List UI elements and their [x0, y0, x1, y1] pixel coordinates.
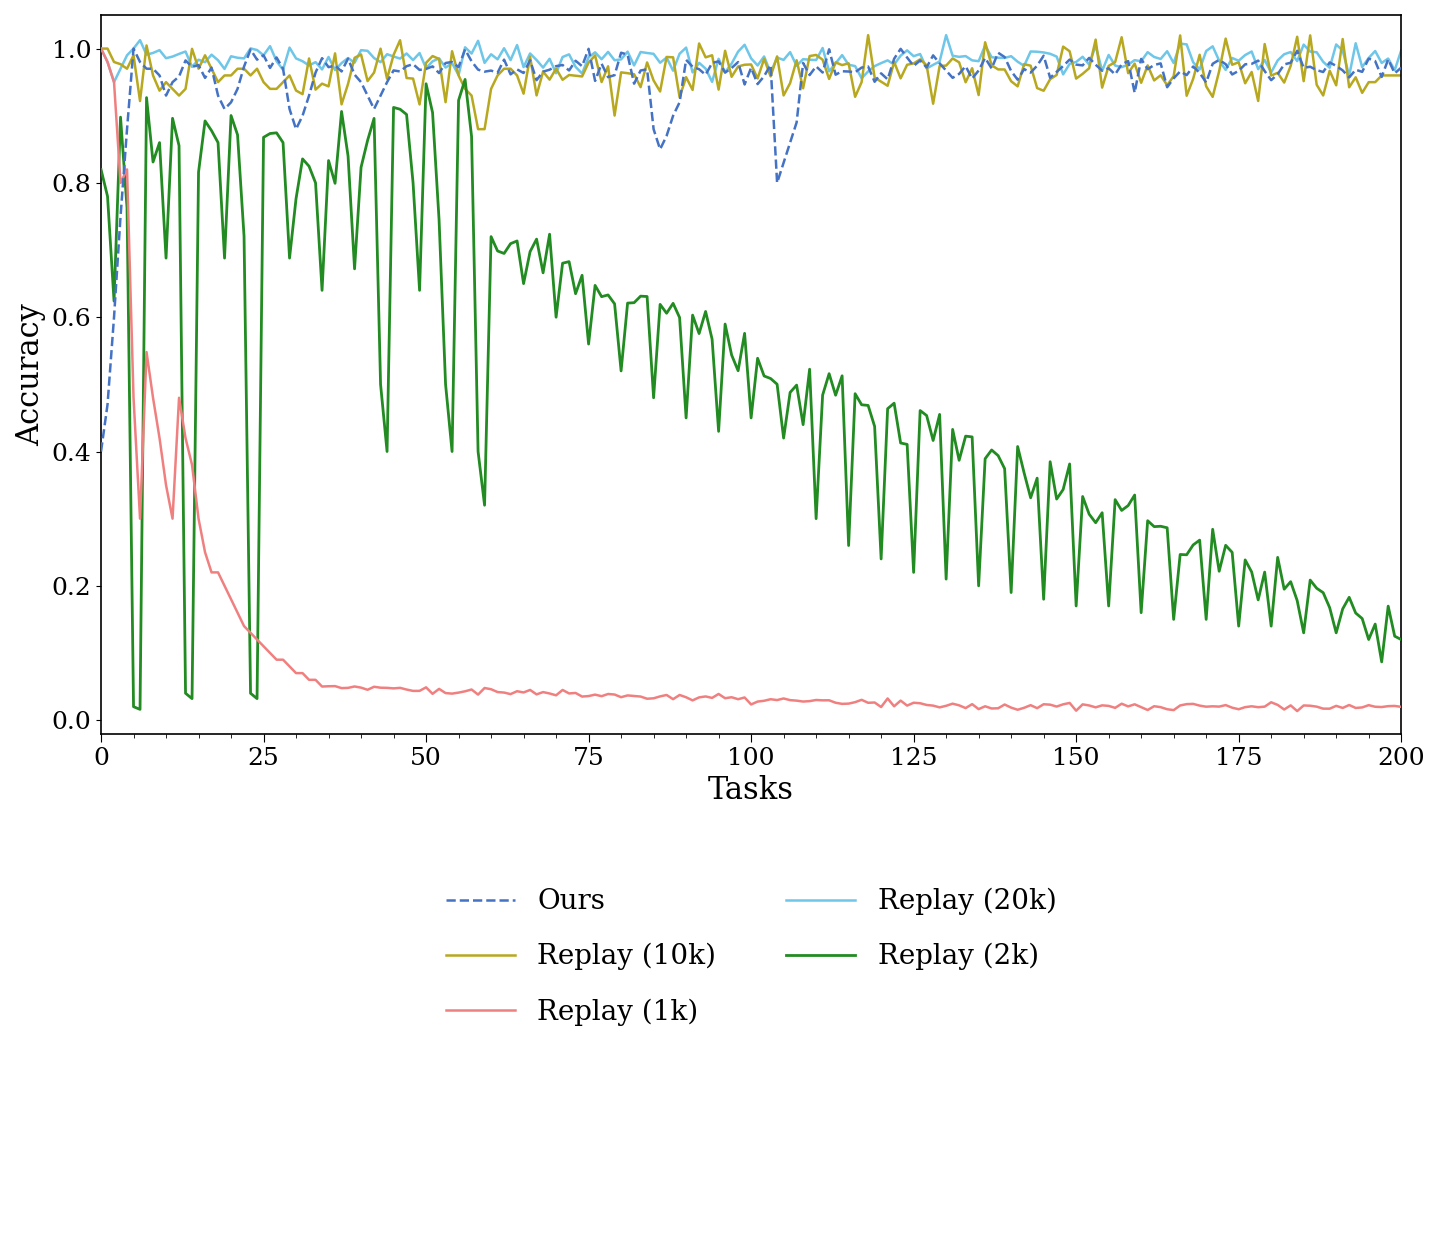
Ours: [801, 67, 818, 82]
Replay (10k): [860, 27, 877, 42]
Replay (10k): [1295, 73, 1312, 88]
Replay (2k): [580, 337, 598, 352]
Replay (1k): [99, 55, 117, 70]
Replay (2k): [216, 250, 233, 265]
Replay (20k): [573, 66, 590, 81]
Replay (2k): [1295, 626, 1312, 641]
Line: Replay (1k): Replay (1k): [101, 49, 1401, 712]
Replay (2k): [92, 162, 109, 177]
Replay (10k): [209, 75, 226, 90]
Replay (2k): [651, 297, 668, 312]
Replay (1k): [1289, 704, 1306, 719]
Replay (1k): [567, 685, 585, 700]
Y-axis label: Accuracy: Accuracy: [14, 302, 46, 445]
Line: Replay (20k): Replay (20k): [101, 35, 1401, 82]
Legend: Ours, Replay (10k), Replay (1k), Replay (20k), Replay (2k): Ours, Replay (10k), Replay (1k), Replay …: [435, 877, 1067, 1036]
Replay (10k): [573, 68, 590, 83]
Ours: [125, 41, 143, 56]
Replay (20k): [99, 55, 117, 70]
Replay (20k): [801, 52, 818, 67]
Replay (2k): [808, 511, 825, 526]
Ours: [92, 444, 109, 459]
Ours: [645, 122, 662, 137]
Line: Replay (10k): Replay (10k): [101, 35, 1401, 129]
Replay (10k): [469, 122, 487, 137]
Replay (2k): [1392, 632, 1410, 647]
Replay (20k): [1295, 37, 1312, 52]
Line: Replay (2k): Replay (2k): [101, 80, 1401, 709]
Replay (1k): [795, 694, 812, 709]
Replay (2k): [456, 72, 474, 87]
Line: Ours: Ours: [101, 49, 1401, 452]
Replay (20k): [216, 61, 233, 76]
Replay (10k): [645, 73, 662, 88]
Ours: [99, 397, 117, 412]
Replay (1k): [209, 565, 226, 580]
X-axis label: Tasks: Tasks: [708, 775, 793, 806]
Replay (2k): [131, 702, 148, 717]
Ours: [1392, 60, 1410, 75]
Replay (2k): [99, 189, 117, 204]
Replay (10k): [1392, 68, 1410, 83]
Replay (1k): [1392, 699, 1410, 714]
Replay (1k): [1282, 698, 1299, 713]
Replay (10k): [92, 41, 109, 56]
Replay (20k): [105, 75, 122, 90]
Replay (20k): [1392, 44, 1410, 58]
Ours: [1289, 44, 1306, 58]
Ours: [573, 58, 590, 73]
Replay (10k): [99, 41, 117, 56]
Replay (1k): [638, 692, 655, 707]
Replay (10k): [801, 49, 818, 63]
Replay (20k): [645, 46, 662, 61]
Ours: [216, 102, 233, 117]
Replay (1k): [92, 41, 109, 56]
Replay (20k): [937, 27, 955, 42]
Replay (20k): [92, 41, 109, 56]
